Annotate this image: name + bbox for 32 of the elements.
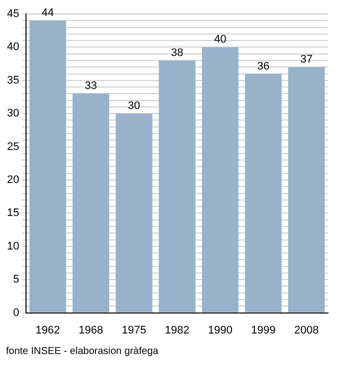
data-label: 33: [84, 80, 98, 92]
data-label: 36: [257, 60, 270, 72]
y-tick-label: 25: [6, 140, 20, 153]
y-tick-label: 20: [6, 174, 20, 186]
y-tick-label: 10: [6, 240, 20, 252]
bar: [116, 114, 152, 312]
x-tick-label: 1982: [164, 324, 190, 336]
x-tick-label: 1962: [36, 324, 60, 336]
y-tick-label: 45: [6, 8, 20, 20]
data-label: 44: [42, 7, 54, 20]
data-label: 38: [170, 47, 184, 60]
bar: [202, 47, 239, 312]
y-tick-label: 35: [6, 74, 20, 86]
y-tick-label: 30: [6, 108, 20, 120]
source-note: fonte INSEE - elaborasion gràfega: [6, 346, 160, 357]
bar: [288, 67, 325, 312]
y-tick-label: 15: [6, 207, 20, 220]
x-tick-label: 2008: [294, 324, 319, 336]
y-tick-label: 0: [13, 306, 20, 319]
data-label: 37: [300, 54, 313, 66]
bar: [245, 74, 282, 312]
bar: [158, 60, 196, 312]
y-tick-label: 5: [13, 274, 20, 286]
x-tick-label: 1975: [122, 324, 146, 336]
x-tick-label: 1968: [78, 324, 104, 336]
x-tick-label: 1999: [251, 324, 276, 336]
data-label: 30: [128, 100, 140, 112]
data-label: 40: [214, 34, 226, 46]
bar: [72, 94, 110, 312]
x-tick-label: 1990: [208, 324, 232, 336]
y-tick-label: 40: [6, 41, 20, 54]
bar: [29, 20, 66, 312]
